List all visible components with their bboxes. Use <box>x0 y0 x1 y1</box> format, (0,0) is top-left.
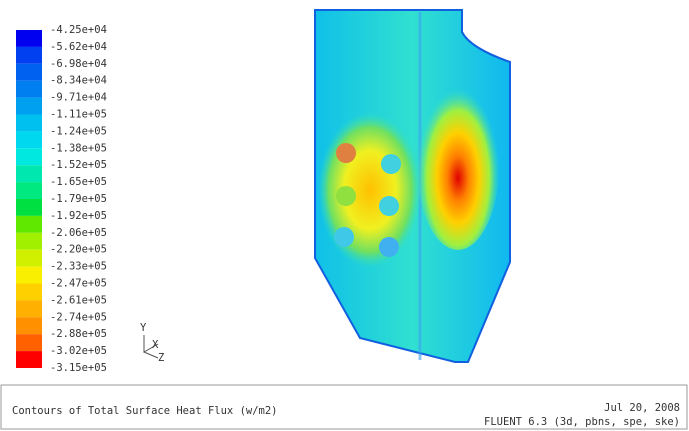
color-swatch <box>16 182 42 199</box>
legend-label: -2.47e+05 <box>50 278 107 290</box>
legend-label: -1.52e+05 <box>50 159 107 171</box>
caption-date: Jul 20, 2008 <box>604 402 680 414</box>
legend-label: -2.74e+05 <box>50 311 107 323</box>
axis-label: X <box>152 339 159 351</box>
caption-box <box>0 384 688 430</box>
axis-label: Z <box>158 352 164 364</box>
color-swatch <box>16 351 42 368</box>
legend-label: -9.71e+04 <box>50 92 107 104</box>
axis-triad: Y X Z <box>140 322 164 364</box>
color-swatch <box>16 249 42 267</box>
color-swatch <box>16 97 42 115</box>
color-swatch <box>16 334 42 352</box>
legend-label: -3.15e+05 <box>50 362 107 374</box>
legend-label: -1.38e+05 <box>50 142 107 154</box>
legend-label: -2.33e+05 <box>50 261 107 273</box>
color-swatch <box>16 232 42 250</box>
legend-label: -1.79e+05 <box>50 193 107 205</box>
color-swatch <box>16 266 42 284</box>
color-swatch <box>16 30 42 47</box>
legend-label: -6.98e+04 <box>50 58 107 70</box>
color-swatch <box>16 46 42 64</box>
color-swatch <box>16 283 42 301</box>
color-swatch <box>16 114 42 132</box>
color-swatch <box>16 215 42 233</box>
axis-label: Y <box>140 322 147 334</box>
legend-label: -1.11e+05 <box>50 109 107 121</box>
legend-label: -2.61e+05 <box>50 294 107 306</box>
color-swatch <box>16 317 42 335</box>
legend-label: -2.20e+05 <box>50 244 107 256</box>
legend-label: -2.88e+05 <box>50 328 107 340</box>
legend-label: -1.65e+05 <box>50 176 107 188</box>
colorbar: -4.25e+04 -5.62e+04 -6.98e+04 -8.34e+04 -9.7… <box>16 24 107 374</box>
legend-label: -2.06e+05 <box>50 227 107 239</box>
caption-software: FLUENT 6.3 (3d, pbns, spe, ske) <box>484 416 680 428</box>
contour-plot <box>314 9 511 363</box>
caption-title: Contours of Total Surface Heat Flux (w/m… <box>12 405 278 417</box>
color-swatch <box>16 199 42 216</box>
legend-label: -3.02e+05 <box>50 345 107 357</box>
legend-label: -8.34e+04 <box>50 75 107 87</box>
legend-label: -1.24e+05 <box>50 125 107 137</box>
color-swatch <box>16 148 42 166</box>
color-swatch <box>16 165 42 183</box>
color-swatch <box>16 131 42 149</box>
legend-label: -1.92e+05 <box>50 210 107 222</box>
legend-label: -4.25e+04 <box>50 24 107 36</box>
color-swatch <box>16 63 42 81</box>
color-swatch <box>16 300 42 318</box>
legend-label: -5.62e+04 <box>50 41 107 53</box>
color-swatch <box>16 80 42 98</box>
